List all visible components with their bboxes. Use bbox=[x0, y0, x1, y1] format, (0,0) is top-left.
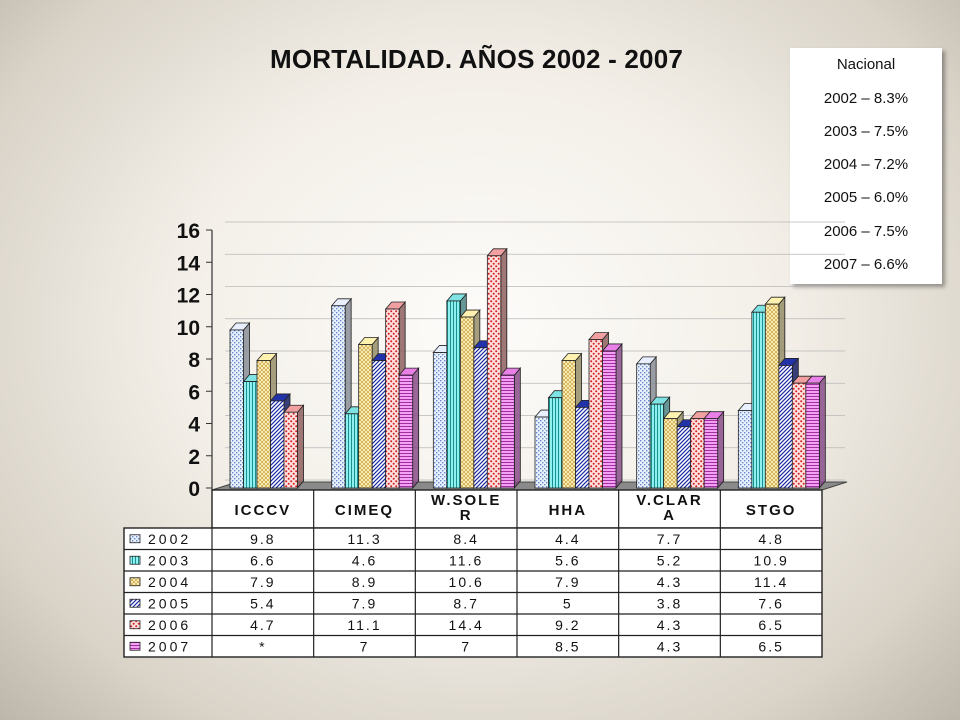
y-tick-label: 12 bbox=[177, 285, 200, 308]
legend-label: 2004 bbox=[148, 574, 191, 590]
table-row: 2003 6.6 4.6 11.6 5.6 5.2 10.9 bbox=[129, 552, 789, 568]
table-cell: 4.3 bbox=[657, 574, 682, 590]
legend-label: 2005 bbox=[148, 595, 191, 611]
y-tick-label: 0 bbox=[188, 478, 200, 501]
table-cell: 10.9 bbox=[754, 552, 789, 568]
table-row: 2005 5.4 7.9 8.7 5 3.8 7.6 bbox=[129, 595, 783, 611]
table-cell: 7.9 bbox=[555, 574, 580, 590]
table-cell: 7.9 bbox=[352, 595, 377, 611]
category-label: W.SOLE bbox=[431, 492, 501, 509]
chart-title: MORTALIDAD. AÑOS 2002 - 2007 bbox=[270, 44, 684, 74]
table-row: 2002 9.8 11.3 8.4 4.4 7.7 4.8 bbox=[129, 531, 783, 547]
y-tick-label: 8 bbox=[188, 349, 200, 372]
table-cell: 7 bbox=[360, 638, 370, 654]
table-cell: 4.6 bbox=[352, 552, 377, 568]
table-cell: 8.9 bbox=[352, 574, 377, 590]
table-cell: 6.6 bbox=[250, 552, 275, 568]
legend-swatch bbox=[129, 534, 141, 544]
table-cell: 5.6 bbox=[555, 552, 580, 568]
category-label: ICCCV bbox=[234, 502, 291, 519]
legend-swatch bbox=[129, 598, 141, 608]
legend-label: 2002 bbox=[148, 531, 191, 547]
y-tick-label: 16 bbox=[177, 220, 200, 243]
table-cell: 3.8 bbox=[657, 595, 682, 611]
legend-label: 2006 bbox=[148, 617, 191, 633]
nacional-row: 2003 – 7.5% bbox=[823, 123, 909, 140]
table-cell: 9.8 bbox=[250, 531, 275, 547]
table-cell: 7.9 bbox=[250, 574, 275, 590]
table-cell: 14.4 bbox=[449, 617, 484, 633]
bar-2007-cimeq bbox=[398, 367, 420, 490]
table-row: 2006 4.7 11.1 14.4 9.2 4.3 6.5 bbox=[129, 617, 783, 633]
legend-swatch bbox=[129, 577, 141, 587]
table-cell: 4.3 bbox=[657, 638, 682, 654]
table-cell: 11.1 bbox=[347, 617, 381, 633]
y-axis-ticks: 0 2 4 6 8 10 12 14 16 bbox=[177, 220, 212, 501]
table-cell: 7.7 bbox=[657, 531, 682, 547]
category-label: V.CLAR bbox=[636, 492, 702, 509]
table-row: 2007 * 7 7 8.5 4.3 6.5 bbox=[129, 638, 783, 654]
y-tick-label: 2 bbox=[188, 446, 200, 469]
table-cell: 7 bbox=[461, 638, 471, 654]
table-cell: 8.7 bbox=[453, 595, 478, 611]
table-cell: 8.5 bbox=[555, 638, 580, 654]
category-label: CIMEQ bbox=[335, 502, 394, 519]
nacional-row: 2007 – 6.6% bbox=[823, 256, 909, 273]
bar-2007-vclara bbox=[703, 410, 725, 490]
bar-2006-icccv bbox=[283, 404, 305, 490]
nacional-box: Nacional 2002 – 8.3% 2003 – 7.5% 2004 – … bbox=[790, 48, 942, 284]
bars bbox=[229, 247, 827, 490]
legend-swatch bbox=[129, 555, 141, 565]
y-tick-label: 14 bbox=[177, 252, 201, 275]
table-cell: 5.4 bbox=[250, 595, 275, 611]
bar-2007-stgo bbox=[804, 375, 827, 490]
table-cell: 7.6 bbox=[758, 595, 783, 611]
table-cell: 6.5 bbox=[758, 638, 783, 654]
nacional-row: 2006 – 7.5% bbox=[823, 223, 909, 240]
table-cell: 10.6 bbox=[449, 574, 484, 590]
y-tick-label: 10 bbox=[177, 317, 200, 340]
table-cell: 4.7 bbox=[250, 617, 275, 633]
bar-2007-wsoler bbox=[499, 367, 522, 490]
table-cell: 4.3 bbox=[657, 617, 682, 633]
nacional-row: 2002 – 8.3% bbox=[823, 90, 909, 107]
table-cell: 11.3 bbox=[347, 531, 381, 547]
legend-swatch bbox=[129, 620, 141, 630]
table-cell: 5.2 bbox=[657, 552, 682, 568]
bar-2007-hha bbox=[601, 342, 623, 490]
table-cell: 4.4 bbox=[555, 531, 580, 547]
table-row: 2004 7.9 8.9 10.6 7.9 4.3 11.4 bbox=[129, 574, 788, 590]
table-cell: 4.8 bbox=[758, 531, 783, 547]
table-cell: 5 bbox=[563, 595, 573, 611]
data-table: 2002 9.8 11.3 8.4 4.4 7.7 4.8 2003 6.6 4.6 11.6 5.6… bbox=[123, 527, 823, 658]
category-label: R bbox=[460, 507, 473, 524]
nacional-row: 2005 – 6.0% bbox=[823, 189, 909, 206]
category-label: STGO bbox=[746, 502, 797, 519]
table-cell: 11.6 bbox=[449, 552, 483, 568]
table-cell: 9.2 bbox=[555, 617, 580, 633]
nacional-header: Nacional bbox=[836, 56, 896, 73]
nacional-row: 2004 – 7.2% bbox=[823, 156, 909, 173]
category-label: HHA bbox=[549, 502, 588, 519]
table-cell: 11.4 bbox=[754, 574, 788, 590]
category-label: A bbox=[663, 507, 676, 524]
legend-label: 2007 bbox=[148, 638, 191, 654]
y-tick-label: 4 bbox=[188, 414, 200, 437]
table-cell: 6.5 bbox=[758, 617, 783, 633]
legend-label: 2003 bbox=[148, 552, 191, 568]
legend-swatch bbox=[129, 641, 141, 651]
table-cell: * bbox=[259, 638, 266, 654]
table-cell: 8.4 bbox=[453, 531, 478, 547]
y-tick-label: 6 bbox=[188, 381, 200, 404]
